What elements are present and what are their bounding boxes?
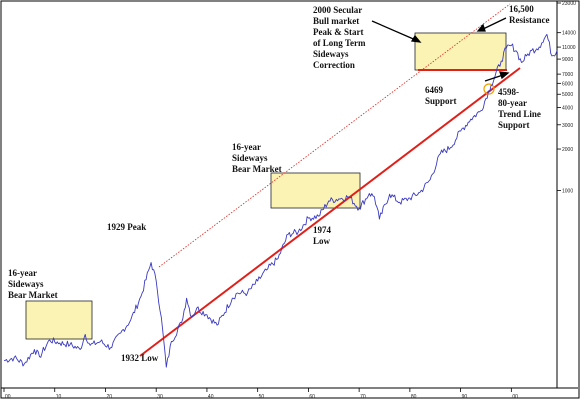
x-tick-label: 10	[56, 394, 62, 400]
y-tick-label: 1000	[562, 188, 573, 194]
annotation-early-sideways-line3: Bear Market	[8, 290, 58, 300]
plot-frame	[0, 0, 580, 399]
price-series-layer	[3, 33, 558, 368]
price-series-line	[3, 33, 558, 368]
x-tick-label: 90	[462, 394, 468, 400]
annotation-mid-sideways-line1: 16-year	[232, 142, 261, 152]
y-tick-label: 11000	[562, 45, 576, 51]
arrow-to-2000-peak-head	[410, 34, 422, 43]
x-tick-label: 50	[259, 394, 265, 400]
annotation-1974-low-line2: Low	[313, 236, 331, 246]
y-tick-label: 3000	[562, 123, 573, 129]
arrow-to-resistance-head	[476, 23, 486, 32]
box-1900s-sideways	[25, 300, 93, 340]
annotation-2000-peak-line4: of Long Term	[313, 38, 366, 48]
x-tick-label: 60	[309, 394, 315, 400]
annotation-2000-peak-line6: Correction	[313, 60, 355, 70]
y-tick-label: 9000	[562, 57, 573, 63]
annotation-1929-peak: 1929 Peak	[107, 222, 146, 232]
annotation-resistance: 16,500 Resistance	[509, 4, 550, 25]
box-1966-1982-sideways	[270, 172, 361, 209]
x-tick-label: 00	[5, 394, 11, 400]
x-tick-label: 00	[512, 394, 518, 400]
trendlines-layer	[139, 3, 521, 357]
annotation-1932-low: 1932 Low	[121, 353, 159, 363]
x-tick-label: 80	[411, 394, 417, 400]
arrow-to-resistance	[480, 17, 507, 31]
resistance-trend-line	[158, 3, 511, 268]
annotation-early-sideways-line1: 16-year	[8, 268, 37, 278]
annotation-trend-support-line1: 4598-	[498, 87, 519, 97]
annotation-2000-peak: 2000 Secular Bull market Peak & Start of…	[313, 5, 368, 70]
support-4598-marker	[483, 83, 495, 95]
annotation-early-sideways-line2: Sideways	[8, 279, 44, 289]
y-axis-ticks: 23000 14000 11000 9000 7000 6000 5000 4000 3000 2…	[557, 1, 576, 194]
box-2000s-sideways	[414, 32, 507, 71]
arrow-to-6469-support-head	[499, 71, 510, 80]
annotation-mid-sideways: 16-year Sideways Bear Market	[232, 142, 282, 174]
y-tick-label: 14000	[562, 31, 576, 37]
annotation-6469-support-line2: Support	[425, 96, 457, 106]
support-trend-line-80yr	[139, 67, 521, 357]
annotation-1974-low: 1974 Low	[313, 225, 333, 246]
annotation-6469-support: 6469 Support	[425, 85, 457, 106]
annotation-6469-support-line1: 6469	[425, 85, 444, 95]
annotation-mid-sideways-line3: Bear Market	[232, 164, 282, 174]
x-tick-label: 30	[157, 394, 163, 400]
annotation-trend-support: 4598- 80-year Trend Line Support	[498, 87, 543, 130]
y-tick-label: 5000	[562, 92, 573, 98]
annotation-trend-support-line3: Trend Line	[498, 109, 541, 119]
arrow-to-2000-peak	[371, 20, 419, 42]
y-tick-label: 6000	[562, 81, 573, 87]
annotation-2000-peak-line2: Bull market	[313, 16, 359, 26]
annotation-mid-sideways-line2: Sideways	[232, 153, 268, 163]
annotation-resistance-line1: 16,500	[509, 4, 534, 14]
annotation-2000-peak-line1: 2000 Secular	[313, 5, 362, 15]
y-tick-label: 4000	[562, 106, 573, 112]
annotation-2000-peak-line3: Peak & Start	[313, 27, 364, 37]
x-tick-label: 20	[106, 394, 112, 400]
y-tick-label: 2000	[562, 147, 573, 153]
x-tick-label: 40	[208, 394, 214, 400]
annotation-2000-peak-line5: Sideways	[313, 49, 349, 59]
annotation-trend-support-line2: 80-year	[498, 98, 527, 108]
boxes-layer	[25, 32, 507, 340]
x-axis-ticks: 00 10 20 30 40 50 60 70 80 90 00	[3, 388, 518, 400]
annotation-early-sideways: 16-year Sideways Bear Market	[8, 268, 58, 300]
annotation-1974-low-line1: 1974	[313, 225, 332, 235]
y-tick-label: 23000	[562, 1, 576, 7]
annotation-resistance-line2: Resistance	[509, 15, 550, 25]
y-tick-label: 7000	[562, 72, 573, 78]
arrows-layer	[371, 17, 510, 82]
annotation-trend-support-line4: Support	[498, 120, 530, 130]
x-tick-label: 70	[360, 394, 366, 400]
